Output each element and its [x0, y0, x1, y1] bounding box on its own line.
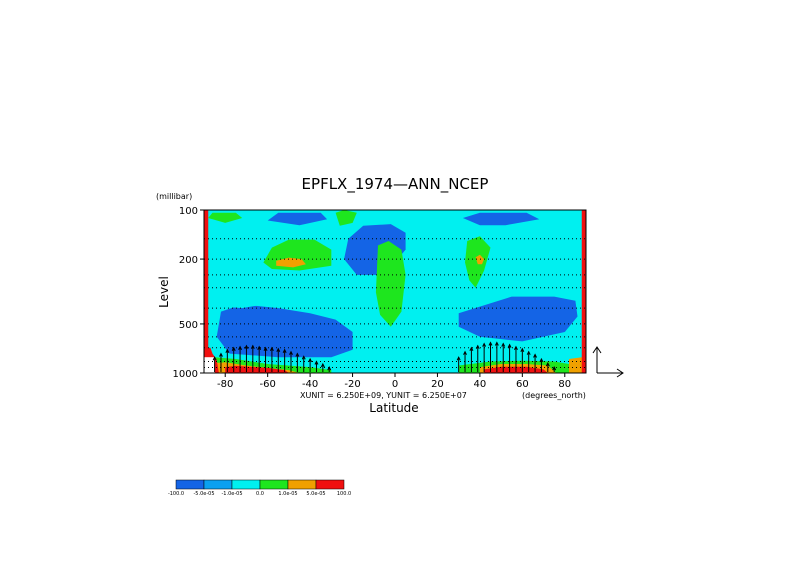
- flux-arrowhead-5: [244, 344, 249, 349]
- flux-arrowhead-13: [295, 352, 300, 357]
- contour-region-1: [267, 212, 328, 226]
- flux-arrowhead-12: [289, 350, 293, 355]
- contour-region-11: [335, 210, 357, 226]
- colorbar-swatch-4: [287, 479, 317, 490]
- contour-region-0: [216, 304, 353, 358]
- contour-region-19: [569, 357, 586, 373]
- flux-arrowhead-8: [263, 346, 268, 351]
- flux-arrowhead-18: [327, 365, 332, 371]
- y-tick-label-2: 500: [179, 320, 198, 331]
- flux-arrowhead-21: [469, 346, 474, 351]
- colorbar-swatch-1: [203, 479, 233, 490]
- reference-arrowhead-horizontal: [616, 368, 624, 378]
- colorbar-swatch-0: [175, 479, 205, 490]
- chart-title: EPFLX_1974—ANN_NCEP: [302, 175, 489, 194]
- flux-arrowhead-19: [456, 356, 461, 361]
- flux-arrowhead-9: [269, 346, 274, 351]
- colorbar-swatch-2: [231, 479, 261, 490]
- colorbar-swatch-3: [259, 479, 289, 490]
- reference-arrowhead-vertical: [592, 346, 602, 354]
- side-bar-1: [581, 210, 586, 373]
- x-tick-label-6: 40: [474, 379, 487, 390]
- flux-arrowhead-27: [507, 343, 512, 348]
- flux-arrowhead-22: [475, 344, 480, 349]
- contour-region-10: [375, 241, 406, 327]
- contour-region-20: [225, 365, 289, 373]
- flux-arrowhead-16: [314, 360, 319, 365]
- x-tick-label-2: -40: [302, 379, 318, 390]
- flux-arrowhead-33: [545, 362, 550, 367]
- flux-arrowhead-10: [276, 347, 281, 352]
- x-tick-label-3: -20: [344, 379, 360, 390]
- flux-arrowhead-32: [539, 357, 544, 363]
- colorbar-label-3: 0.0: [256, 491, 264, 497]
- flux-arrowhead-11: [282, 348, 287, 353]
- flux-arrowhead-6: [250, 344, 255, 349]
- flux-arrowhead-17: [320, 362, 325, 368]
- colorbar-swatch-5: [315, 479, 345, 490]
- x-tick-label-5: 20: [431, 379, 444, 390]
- y-tick-label-1: 200: [179, 255, 198, 266]
- missing-data-patch: [204, 357, 215, 373]
- x-units-label: (degrees_north): [522, 391, 586, 400]
- flux-arrowhead-24: [488, 341, 493, 346]
- contour-region-16: [475, 254, 485, 265]
- x-tick-label-0: -80: [217, 379, 233, 390]
- colorbar-label-0: -100.0: [168, 491, 184, 497]
- flux-arrowhead-28: [514, 345, 518, 350]
- flux-arrowhead-25: [494, 341, 499, 346]
- colorbar-label-2: -1.0e-05: [222, 491, 243, 497]
- unit-note: XUNIT = 6.250E+09, YUNIT = 6.250E+07: [300, 391, 467, 400]
- flux-arrowhead-29: [520, 347, 525, 352]
- flux-arrowhead-2: [225, 348, 230, 353]
- colorbar-label-4: 1.0e-05: [278, 491, 297, 497]
- x-tick-label-1: -60: [259, 379, 275, 390]
- x-tick-label-8: 80: [558, 379, 571, 390]
- flux-arrowhead-14: [301, 355, 306, 360]
- flux-arrowhead-15: [308, 357, 313, 363]
- contour-region-8: [208, 212, 243, 223]
- flux-arrowhead-7: [257, 345, 262, 350]
- flux-arrowhead-23: [482, 342, 487, 347]
- flux-arrowhead-4: [238, 345, 243, 350]
- y-tick-label-3: 1000: [173, 369, 198, 380]
- plot-area: [204, 210, 586, 373]
- contour-region-5: [214, 292, 264, 309]
- flux-arrowhead-34: [552, 365, 557, 371]
- y-units-label: (millibar): [156, 192, 192, 201]
- colorbar-label-1: -5.0e-05: [194, 491, 215, 497]
- flux-arrowhead-20: [463, 350, 467, 355]
- flux-arrowhead-31: [533, 353, 538, 358]
- x-axis-label: Latitude: [369, 401, 418, 415]
- y-tick-label-0: 100: [179, 206, 198, 217]
- colorbar-label-6: 100.0: [337, 491, 351, 497]
- x-tick-label-7: 60: [516, 379, 529, 390]
- flux-arrowhead-0: [212, 356, 217, 361]
- x-tick-label-4: 0: [392, 379, 398, 390]
- side-bar-0: [204, 210, 209, 373]
- plot-layers: -80 -60 -40 -20 0 20 40 60 80 100 200 500 1000: [173, 206, 624, 390]
- colorbar: -100.0 -5.0e-05 -1.0e-05 0.0 1.0e-05 5.0e-05 1…: [168, 479, 351, 497]
- flux-arrowhead-3: [231, 346, 236, 351]
- colorbar-label-5: 5.0e-05: [306, 491, 325, 497]
- contour-region-4: [462, 212, 540, 226]
- y-axis-label: Level: [157, 276, 171, 308]
- flux-arrowhead-30: [526, 350, 531, 355]
- flux-arrowhead-26: [501, 342, 506, 347]
- flux-arrowhead-1: [219, 352, 223, 357]
- contour-region-15: [276, 257, 306, 268]
